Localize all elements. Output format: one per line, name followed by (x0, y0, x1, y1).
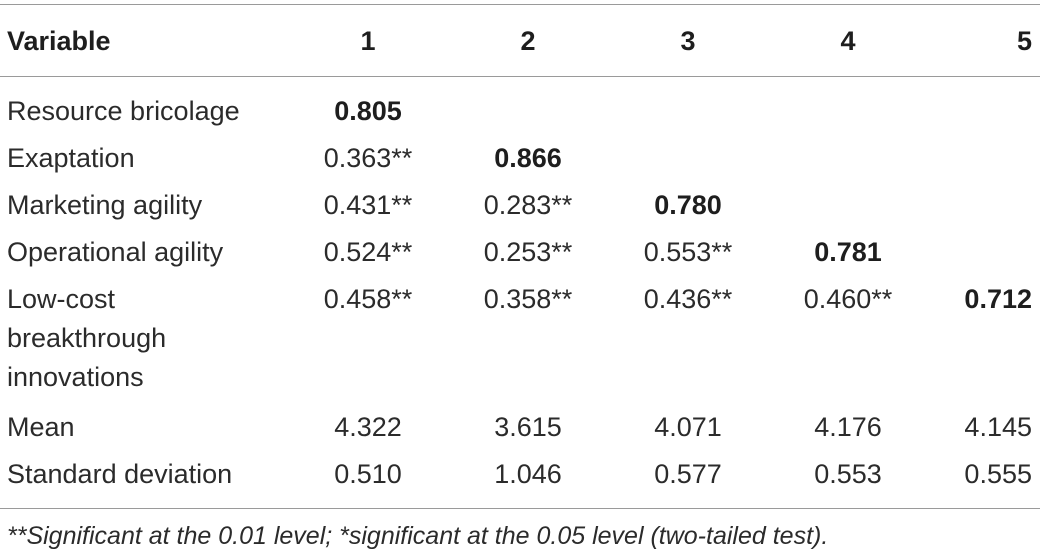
cell-diagonal: 0.866 (494, 143, 562, 173)
cell-value: 0.253** (483, 237, 573, 267)
cell-value: 4.322 (334, 412, 402, 442)
cell-diagonal: 0.712 (964, 284, 1032, 314)
table-bottom-rule (0, 508, 1040, 509)
row-label-line: Low-cost (7, 284, 116, 314)
table-footnote: **Significant at the 0.01 level; *signif… (7, 522, 829, 550)
table-top-rule (0, 4, 1040, 5)
row-label-line: innovations (7, 362, 144, 392)
cell-value: 0.363** (323, 143, 413, 173)
header-variable: Variable (7, 26, 111, 56)
cell-value: 0.510 (334, 459, 402, 489)
header-col-5: 5 (1016, 26, 1032, 56)
cell-value: 4.071 (654, 412, 722, 442)
row-label: Standard deviation (7, 459, 233, 489)
cell-value: 0.555 (964, 459, 1032, 489)
row-label: Marketing agility (7, 190, 203, 220)
cell-value: 4.145 (964, 412, 1032, 442)
header-col-3: 3 (680, 26, 696, 56)
cell-value: 0.436** (643, 284, 733, 314)
cell-value: 0.460** (803, 284, 893, 314)
cell-value: 1.046 (494, 459, 562, 489)
row-label: Resource bricolage (7, 96, 240, 126)
cell-value: 0.553** (643, 237, 733, 267)
row-label: Low-cost breakthrough innovations (7, 280, 267, 397)
cell-value: 0.458** (323, 284, 413, 314)
header-col-4: 4 (840, 26, 856, 56)
cell-diagonal: 0.780 (654, 190, 722, 220)
row-label: Operational agility (7, 237, 224, 267)
header-col-2: 2 (520, 26, 536, 56)
cell-value: 4.176 (814, 412, 882, 442)
cell-value: 0.577 (654, 459, 722, 489)
cell-value: 0.358** (483, 284, 573, 314)
cell-value: 0.553 (814, 459, 882, 489)
cell-diagonal: 0.781 (814, 237, 882, 267)
row-label: Mean (7, 412, 75, 442)
header-col-1: 1 (360, 26, 376, 56)
cell-diagonal: 0.805 (334, 96, 402, 126)
cell-value: 0.283** (483, 190, 573, 220)
row-label: Exaptation (7, 143, 135, 173)
cell-value: 0.524** (323, 237, 413, 267)
row-label-line: breakthrough (7, 323, 167, 353)
table-header-rule (0, 76, 1040, 77)
cell-value: 0.431** (323, 190, 413, 220)
cell-value: 3.615 (494, 412, 562, 442)
